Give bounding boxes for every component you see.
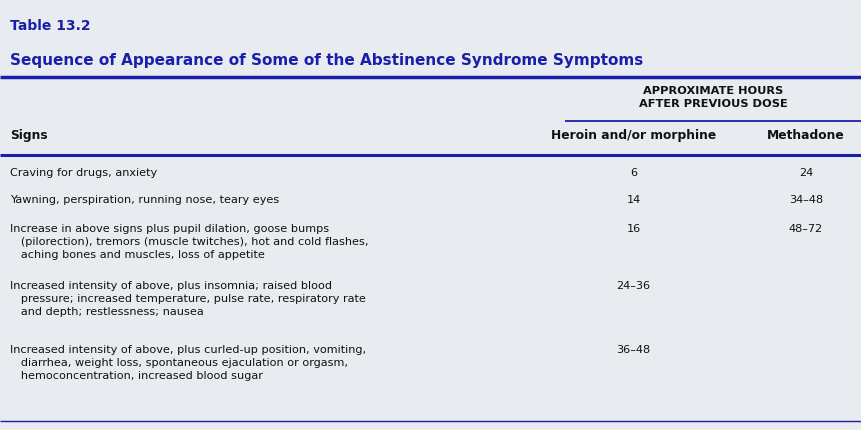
Text: Sequence of Appearance of Some of the Abstinence Syndrome Symptoms: Sequence of Appearance of Some of the Ab… [10,52,643,68]
Text: Increased intensity of above, plus curled-up position, vomiting,
   diarrhea, we: Increased intensity of above, plus curle… [10,344,366,380]
Text: 6: 6 [629,168,636,178]
Text: Yawning, perspiration, running nose, teary eyes: Yawning, perspiration, running nose, tea… [10,194,279,204]
Text: APPROXIMATE HOURS
AFTER PREVIOUS DOSE: APPROXIMATE HOURS AFTER PREVIOUS DOSE [638,86,787,109]
Text: Methadone: Methadone [766,129,844,142]
Text: Heroin and/or morphine: Heroin and/or morphine [550,129,715,142]
Text: 34–48: 34–48 [788,194,822,204]
Text: 16: 16 [626,224,640,233]
Text: Craving for drugs, anxiety: Craving for drugs, anxiety [10,168,158,178]
Text: 24: 24 [798,168,812,178]
Text: Increased intensity of above, plus insomnia; raised blood
   pressure; increased: Increased intensity of above, plus insom… [10,280,366,316]
Text: 48–72: 48–72 [788,224,822,233]
Text: 36–48: 36–48 [616,344,650,354]
Text: 14: 14 [626,194,640,204]
Text: Increase in above signs plus pupil dilation, goose bumps
   (pilorection), tremo: Increase in above signs plus pupil dilat… [10,224,369,260]
Text: Table 13.2: Table 13.2 [10,19,91,33]
Text: 24–36: 24–36 [616,280,650,290]
Text: Signs: Signs [10,129,48,142]
